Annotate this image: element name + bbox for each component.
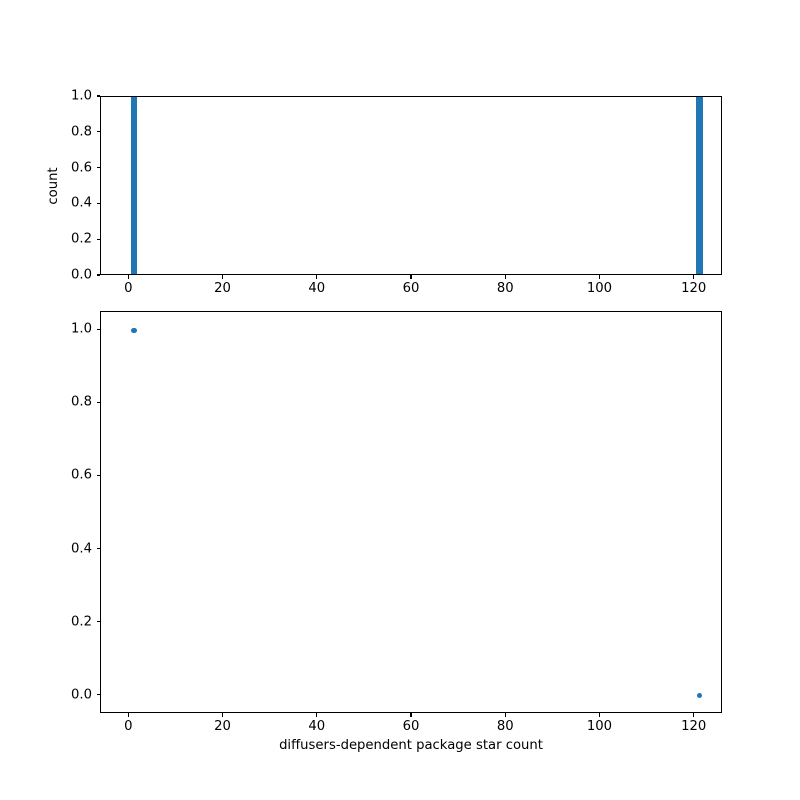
- scatter-y-tick: [96, 621, 100, 623]
- scatter-point: [696, 692, 703, 699]
- scatter-y-tick: [96, 547, 100, 550]
- scatter-y-tick-label: 0.8: [71, 394, 92, 410]
- scatter-x-tick: [598, 713, 601, 717]
- scatter-x-tick-label: 60: [402, 719, 420, 734]
- histogram-x-tick-label: 0: [124, 281, 133, 296]
- histogram-x-tick: [221, 275, 224, 279]
- scatter-y-tick: [96, 694, 100, 696]
- histogram-y-tick-label: 0.6: [71, 160, 92, 176]
- histogram-plot-area: [101, 97, 721, 274]
- scatter-x-tick: [504, 713, 506, 717]
- scatter-plot-area: [101, 312, 721, 712]
- histogram-x-tick-label: 80: [496, 281, 514, 296]
- scatter-y-tick-label: 0.4: [71, 541, 92, 557]
- histogram-axes: [100, 96, 722, 275]
- scatter-point: [131, 327, 137, 334]
- histogram-y-tick: [96, 131, 100, 133]
- histogram-y-tick: [96, 202, 100, 204]
- histogram-x-tick-label: 20: [214, 281, 231, 296]
- scatter-x-tick-label: 100: [586, 719, 613, 734]
- scatter-y-tick-label: 1.0: [71, 321, 92, 337]
- histogram-x-tick: [410, 275, 412, 279]
- histogram-y-axis-label: count: [46, 167, 61, 205]
- histogram-y-tick: [96, 274, 100, 276]
- scatter-axes: [100, 311, 722, 713]
- histogram-y-tick-label: 1.0: [71, 88, 92, 104]
- scatter-y-tick: [96, 328, 100, 330]
- histogram-y-tick: [96, 95, 100, 97]
- histogram-x-tick-label: 120: [681, 281, 707, 296]
- histogram-x-tick: [316, 275, 318, 279]
- histogram-y-tick-label: 0.2: [71, 231, 92, 247]
- scatter-x-tick-label: 120: [681, 719, 707, 734]
- histogram-y-tick-label: 0.0: [71, 267, 92, 283]
- histogram-x-tick-label: 60: [402, 281, 420, 296]
- histogram-x-tick: [693, 275, 695, 279]
- histogram-x-tick: [504, 275, 506, 279]
- histogram-y-tick-label: 0.4: [71, 195, 92, 211]
- histogram-y-tick-label: 0.8: [71, 124, 92, 140]
- scatter-y-tick: [96, 401, 100, 403]
- histogram-x-tick: [598, 275, 601, 279]
- scatter-y-tick: [96, 474, 100, 476]
- scatter-x-tick-label: 80: [496, 719, 514, 734]
- scatter-y-tick-label: 0.6: [71, 467, 92, 483]
- histogram-x-tick-label: 100: [586, 281, 613, 296]
- scatter-y-tick-label: 0.0: [71, 687, 92, 703]
- scatter-x-tick: [221, 713, 224, 717]
- histogram-bar: [696, 97, 703, 274]
- histogram-y-tick: [96, 238, 100, 240]
- scatter-x-tick: [127, 713, 129, 717]
- histogram-bar: [130, 97, 138, 274]
- scatter-y-tick-label: 0.2: [71, 614, 92, 630]
- scatter-x-tick-label: 0: [124, 719, 133, 734]
- scatter-x-tick: [693, 713, 695, 717]
- scatter-x-tick-label: 40: [308, 719, 326, 734]
- scatter-x-tick: [410, 713, 412, 717]
- scatter-x-tick-label: 20: [214, 719, 231, 734]
- scatter-x-tick: [316, 713, 318, 717]
- scatter-x-axis-label: diffusers-dependent package star count: [279, 738, 543, 753]
- histogram-y-tick: [96, 167, 100, 169]
- histogram-x-tick: [127, 275, 129, 279]
- histogram-x-tick-label: 40: [308, 281, 326, 296]
